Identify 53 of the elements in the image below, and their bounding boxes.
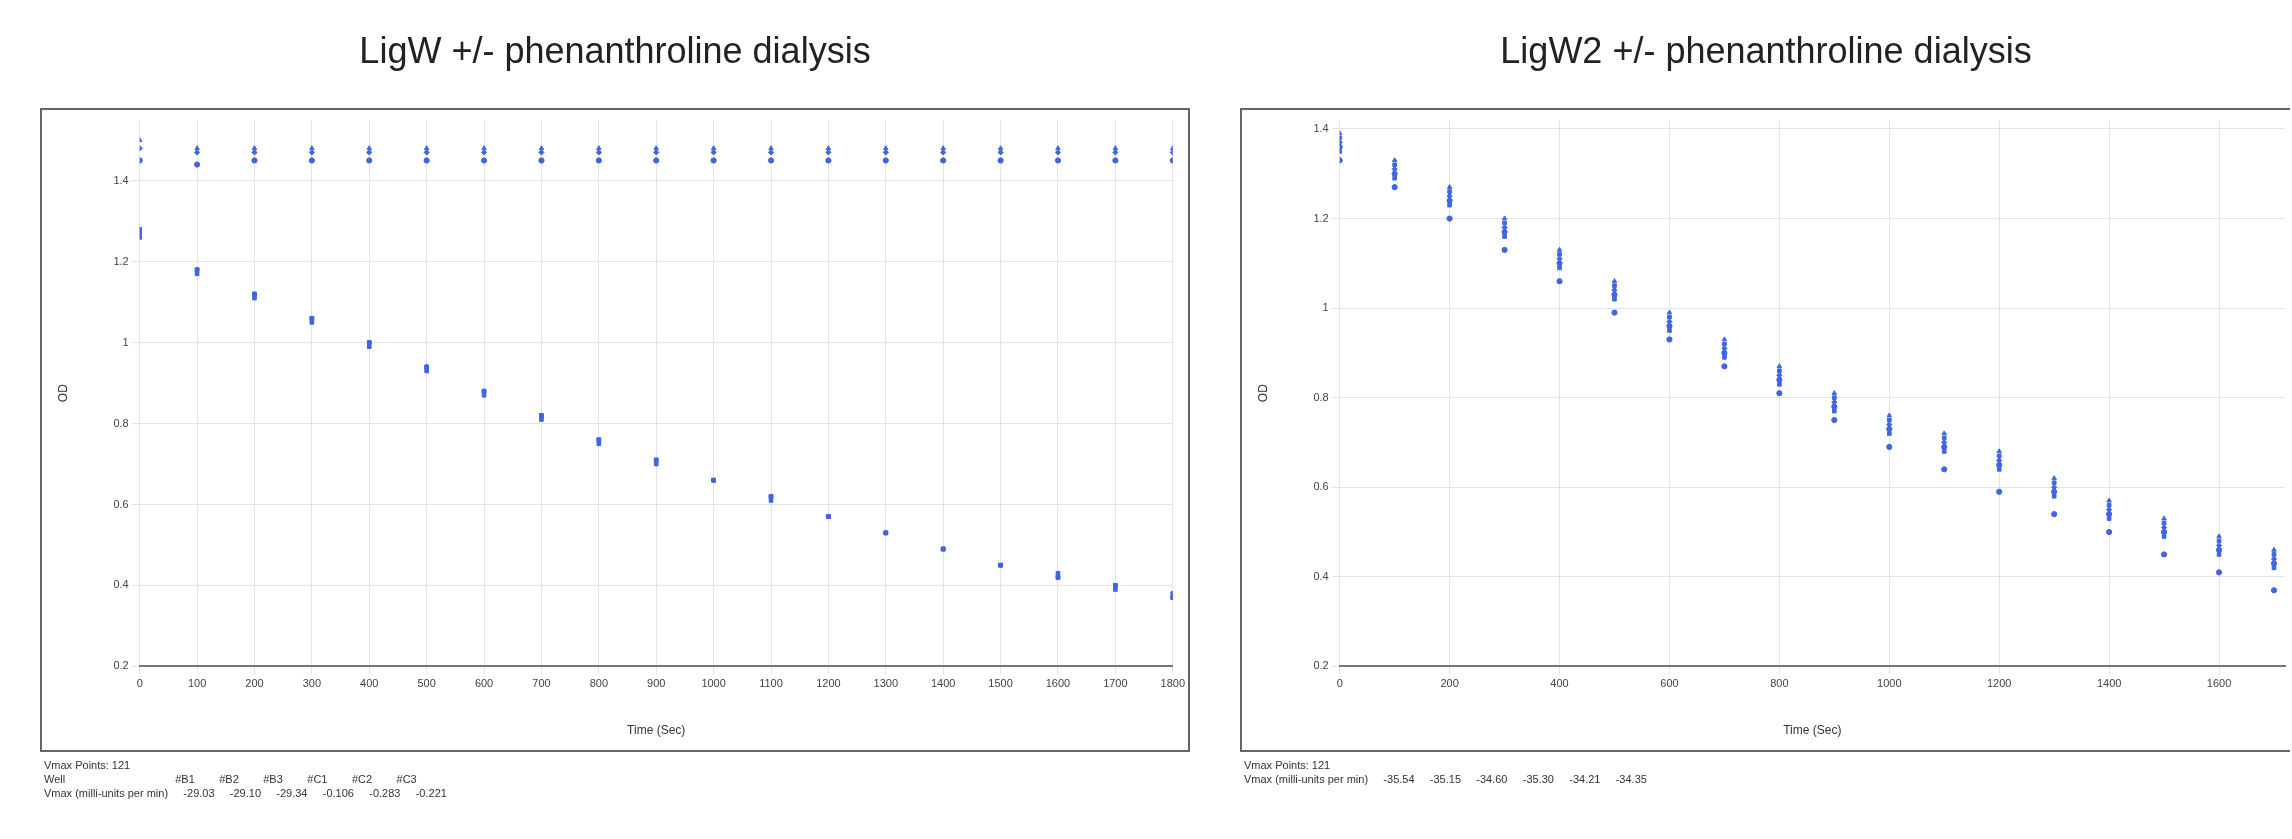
x-axis-title: Time (Sec) [1783,723,1842,738]
y-tick-label: 0.4 [1313,569,1329,582]
x-tick-label: 1600 [1045,677,1071,690]
y-tick-label: 1.2 [113,254,129,267]
y-tick-label: 0.6 [113,497,129,510]
text: Well #B1 #B2 #B3 #C1 #C2 #C3 [44,772,418,786]
x-tick-label: 1400 [930,677,956,690]
chart-title: LigW2 +/- phenanthroline dialysis [1499,30,2033,72]
text: Vmax (milli-units per min) -29.03 -29.10 -29.34 -0.106 -0.283 -0.221 [44,786,447,800]
x-tick-label: 1300 [873,677,899,690]
y-tick-label: 0.8 [1313,390,1329,403]
x-tick-label: 1100 [759,677,783,690]
y-tick-label: 0.6 [1313,480,1329,493]
x-axis-title: Time (Sec) [627,723,686,738]
x-tick-label: 800 [1770,677,1789,690]
x-tick-label: 600 [1660,677,1679,690]
text: Vmax (milli-units per min) -35.54 -35.15 -34.60 -35.30 -34.21 -34.35 [1244,772,1647,786]
y-tick-label: 1.2 [1313,211,1329,224]
x-tick-label: 1000 [1877,677,1902,690]
y-tick-label: 0.8 [113,416,129,429]
y-tick-label: 0.2 [1313,659,1329,672]
x-tick-label: 1200 [1986,677,2012,690]
x-tick-label: 1600 [2206,677,2232,690]
text: Vmax Points: 121 [1244,758,1332,772]
x-tick-label: 1000 [701,677,726,690]
y-axis-title: OD [55,383,70,403]
y-tick-label: 0.4 [113,578,129,591]
x-tick-label: 1500 [988,677,1013,690]
x-tick-label: 800 [589,677,609,690]
y-tick-label: 1 [1322,301,1329,314]
y-tick-label: 1.4 [1313,121,1329,134]
x-tick-label: 900 [647,677,666,690]
text: Vmax Points: 121 [44,758,132,772]
x-tick-label: 500 [417,677,436,690]
x-tick-label: 1800 [1160,677,1186,690]
x-tick-label: 100 [187,677,207,690]
x-tick-label: 0 [136,677,143,690]
x-tick-label: 1200 [816,677,841,690]
y-tick-label: 0.2 [113,659,129,672]
y-axis-title: OD [1255,383,1270,403]
x-tick-label: 400 [360,677,379,690]
x-tick-label: 700 [532,677,551,690]
x-tick-label: 1400 [2096,677,2122,690]
chart-title: LigW +/- phenanthroline dialysis [358,30,872,72]
x-tick-label: 1700 [1103,677,1128,690]
x-tick-label: 200 [245,677,264,690]
x-tick-label: 400 [1550,677,1569,690]
x-tick-label: 0 [1336,677,1343,690]
y-tick-label: 1 [122,335,129,348]
x-tick-label: 200 [1440,677,1459,690]
x-tick-label: 600 [474,677,494,690]
y-tick-label: 1.4 [113,173,129,186]
x-tick-label: 300 [302,677,322,690]
